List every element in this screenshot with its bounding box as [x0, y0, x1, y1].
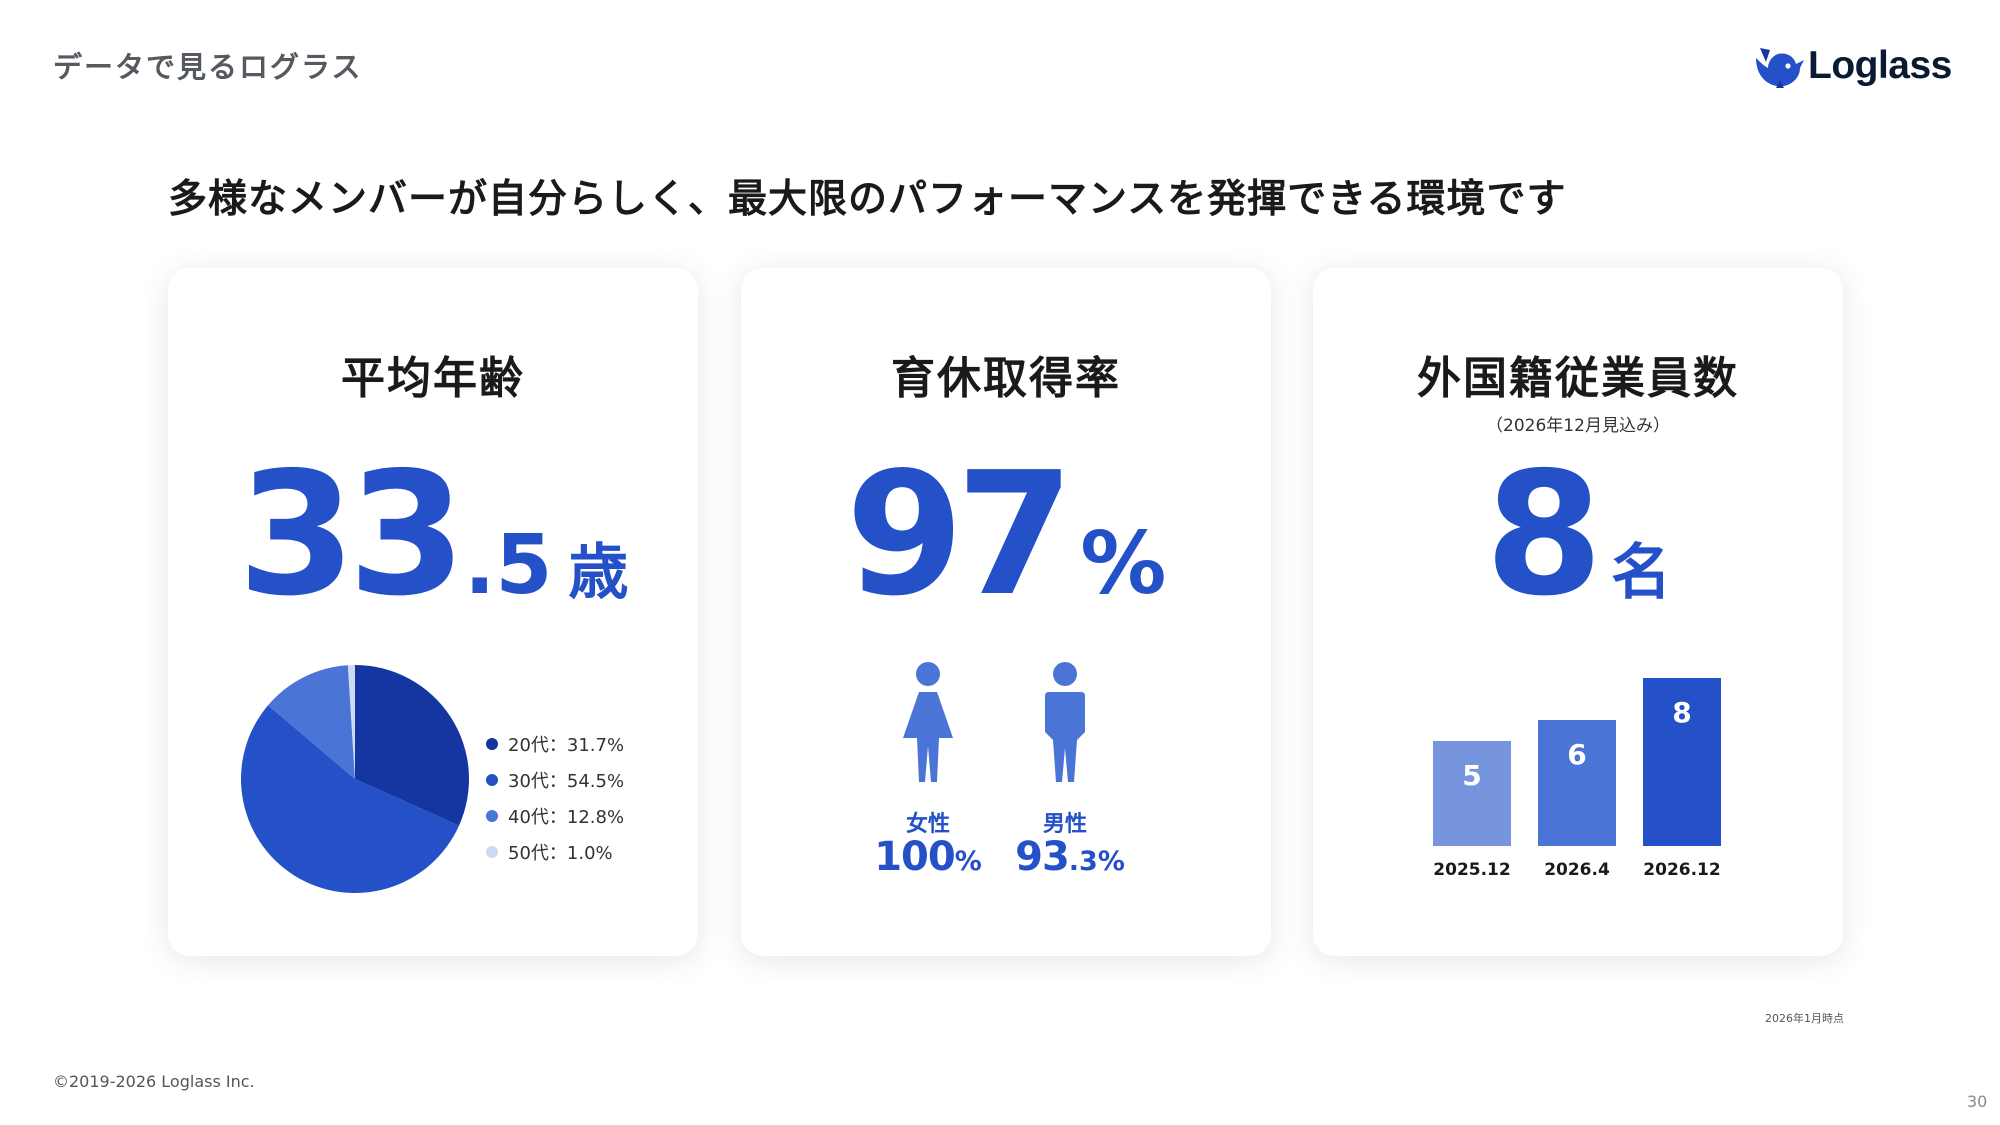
bar-2026.12: 8	[1643, 678, 1721, 846]
pie-slice-40代	[268, 665, 355, 779]
logo-text: Loglass	[1808, 44, 1952, 87]
legend-item: 30代：54.5%	[486, 762, 624, 798]
bar-label: 2025.12	[1433, 860, 1511, 880]
foreign-value: 8	[1484, 436, 1603, 634]
age-legend: 20代：31.7% 30代：54.5% 40代：12.8% 50代：1.0%	[486, 726, 624, 870]
leave-unit: %	[1080, 514, 1167, 614]
logo: Loglass	[1750, 38, 1960, 94]
female-label: 女性	[905, 812, 950, 837]
foreign-employees-card: 外国籍従業員数 （2026年12月見込み） 8 名 5 2025.12 6 2026.…	[1313, 268, 1843, 956]
legend-dot	[486, 774, 498, 786]
age-unit: 歳	[568, 538, 629, 608]
average-age-value: 33 .5 歳	[168, 450, 698, 620]
headline: 多様なメンバーが自分らしく、最大限のパフォーマンスを発揮できる環境です	[168, 177, 1567, 222]
female-person-icon	[903, 662, 953, 782]
whale-logo-icon	[1756, 48, 1804, 88]
as-of-note: 2026年1月時点	[1765, 1012, 1844, 1025]
bar-label: 2026.12	[1643, 860, 1721, 880]
card-subtitle: （2026年12月見込み）	[1486, 416, 1670, 436]
male-label: 男性	[1042, 812, 1087, 837]
pie-slice-20代	[355, 665, 469, 826]
section-label: データで見るログラス	[53, 50, 363, 84]
foreign-unit: 名	[1611, 538, 1672, 608]
pie-slice-50代	[347, 665, 355, 779]
card-title: 平均年齢	[341, 353, 525, 404]
parental-leave-card: 育休取得率 97 % 女性 100% 男性 93.3%	[741, 268, 1271, 956]
leave-value: 97	[845, 436, 1075, 634]
bar-2026.4: 6	[1538, 720, 1616, 846]
card-title: 育休取得率	[891, 353, 1121, 404]
bar-2025.12: 5	[1433, 741, 1511, 846]
foreign-employees-value: 8 名	[1313, 450, 1843, 620]
copyright: ©2019-2026 Loglass Inc.	[53, 1072, 255, 1091]
legend-item: 50代：1.0%	[486, 834, 624, 870]
legend-label: 20代：31.7%	[508, 735, 625, 756]
page-number: 30	[1967, 1092, 1988, 1111]
age-value-int: 33	[237, 436, 467, 634]
legend-item: 20代：31.7%	[486, 726, 624, 762]
legend-label: 30代：54.5%	[508, 771, 625, 792]
legend-dot	[486, 738, 498, 750]
pie-slice-30代	[241, 705, 460, 893]
legend-label: 40代：12.8%	[508, 807, 625, 828]
legend-item: 40代：12.8%	[486, 798, 624, 834]
age-value-dec: .5	[464, 518, 553, 613]
average-age-card: 平均年齢 33 .5 歳 20代：31.7% 30代：54.5% 40代：12.8%…	[168, 268, 698, 956]
parental-leave-value: 97 %	[741, 450, 1271, 620]
legend-dot	[486, 810, 498, 822]
legend-label: 50代：1.0%	[508, 843, 613, 864]
female-value: 100%	[874, 834, 982, 880]
legend-dot	[486, 846, 498, 858]
male-person-icon	[1045, 662, 1085, 782]
age-pie-chart	[241, 665, 469, 893]
card-title: 外国籍従業員数	[1417, 353, 1739, 404]
bar-label: 2026.4	[1544, 860, 1610, 880]
male-value: 93.3%	[1015, 834, 1125, 880]
